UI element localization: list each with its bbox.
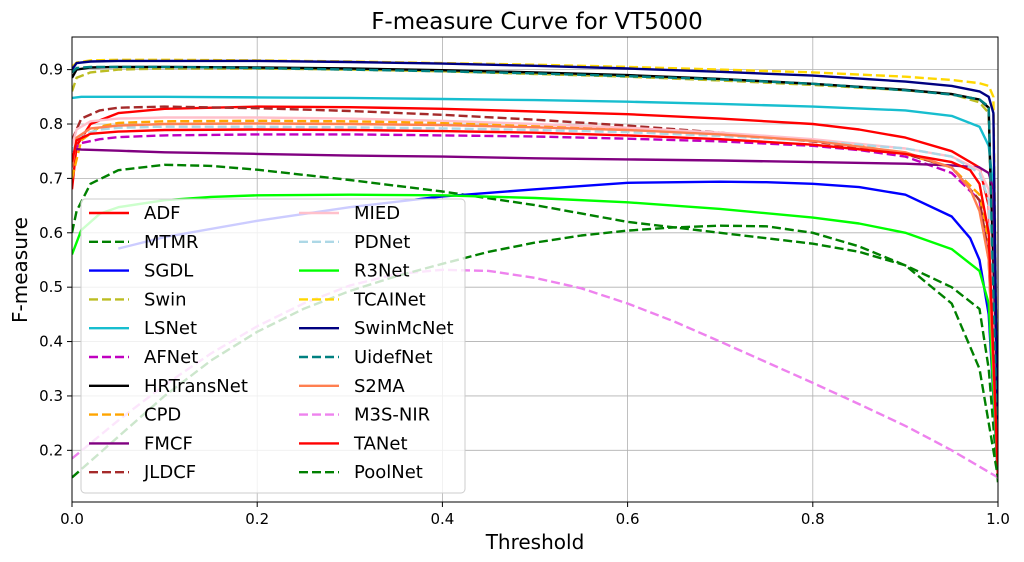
legend-label: AFNet (144, 347, 198, 368)
y-axis-label: F-measure (8, 217, 32, 323)
y-tick-label: 0.8 (39, 115, 63, 133)
y-tick-label: 0.4 (39, 333, 63, 351)
legend-label: PDNet (354, 232, 410, 253)
x-axis-label: Threshold (485, 530, 585, 554)
x-tick-label: 0.0 (60, 510, 84, 528)
legend: ADF MTMR SGDL Swin LSNet AFNet HRTransNet CPD FM… (81, 199, 465, 493)
legend-label: FMCF (144, 433, 193, 454)
legend-label: R3Net (354, 261, 410, 282)
legend-label: LSNet (144, 318, 197, 339)
x-tick-label: 0.4 (430, 510, 454, 528)
x-tick-label: 0.6 (616, 510, 640, 528)
y-tick-label: 0.2 (39, 441, 63, 459)
chart-title: F-measure Curve for VT5000 (371, 9, 703, 35)
legend-label: MIED (354, 203, 400, 224)
legend-label: JLDCF (143, 462, 196, 483)
legend-label: ADF (144, 203, 181, 224)
legend-label: SwinMcNet (354, 318, 454, 339)
x-tick-label: 0.8 (801, 510, 825, 528)
legend-label: UidefNet (354, 347, 433, 368)
legend-label: CPD (144, 405, 181, 426)
legend-label: SGDL (144, 261, 193, 282)
legend-label: TCAINet (353, 289, 426, 310)
legend-label: S2MA (354, 376, 405, 397)
y-tick-label: 0.5 (39, 278, 63, 296)
legend-label: TANet (353, 433, 408, 454)
y-tick-label: 0.6 (39, 224, 63, 242)
legend-label: MTMR (144, 232, 199, 253)
legend-label: HRTransNet (144, 376, 248, 397)
y-tick-label: 0.9 (39, 61, 63, 79)
legend-label: M3S-NIR (354, 405, 430, 426)
legend-label: Swin (144, 289, 187, 310)
y-tick-label: 0.3 (39, 387, 63, 405)
x-tick-label: 0.2 (245, 510, 269, 528)
y-tick-label: 0.7 (39, 169, 63, 187)
legend-label: PoolNet (354, 462, 423, 483)
x-tick-label: 1.0 (986, 510, 1010, 528)
